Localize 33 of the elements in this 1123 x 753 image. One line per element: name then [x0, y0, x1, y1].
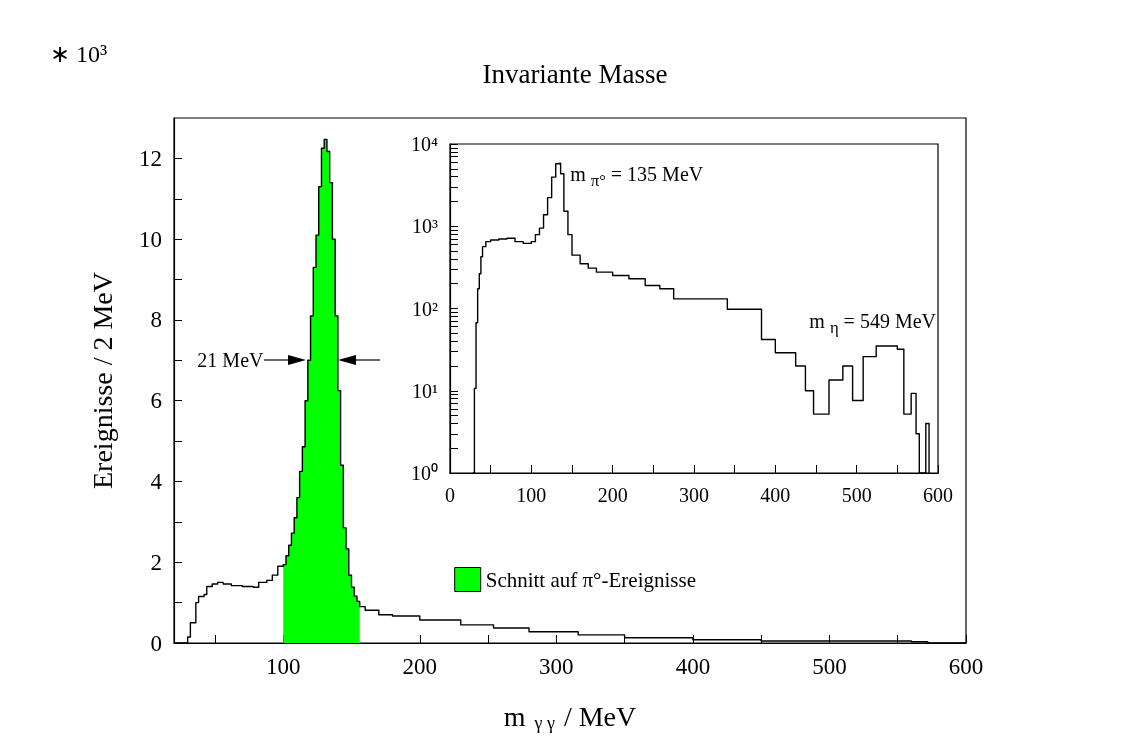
y-tick-label: 8 [150, 307, 162, 333]
y-tick-label: 10² [412, 297, 438, 320]
y-tick-label: 10⁰ [411, 462, 438, 484]
x-tick-label: 300 [679, 484, 709, 506]
x-tick-label: 600 [948, 654, 984, 679]
x-tick-label: 500 [812, 654, 847, 679]
y-tick-label: 12 [139, 145, 162, 171]
y-tick-label: 10⁴ [411, 133, 439, 155]
annotation: 21 MeV [197, 349, 264, 372]
legend-label: Schnitt auf π°-Ereignisse [485, 567, 696, 592]
x-tick-label: 300 [539, 654, 574, 679]
y-tick-label: 0 [150, 630, 162, 656]
y-axis-title: Ereignisse / 2 MeV [86, 272, 118, 489]
x-tick-label: 500 [841, 484, 872, 506]
x-tick-label: 400 [760, 484, 791, 506]
text: ∗ 10³ [50, 41, 108, 67]
y-tick-label: 4 [150, 468, 163, 494]
annotation: m $_{η}$ = 549 MeV [809, 310, 936, 338]
y-tick-label: 10 [139, 226, 162, 252]
x-tick-label: 200 [402, 654, 438, 679]
x-tick-label: 600 [923, 484, 953, 506]
x-tick-label: 0 [445, 484, 455, 506]
y-tick-label: 10³ [412, 215, 438, 238]
x-tick-label: 400 [675, 654, 711, 679]
chart-title: Invariante Masse [482, 58, 668, 89]
y-tick-label: 6 [150, 388, 162, 414]
y-tick-label: 10¹ [412, 379, 438, 402]
y-tick-label: 2 [150, 549, 162, 575]
x-axis-title: m γ γ / MeV [503, 700, 637, 733]
annotation: m $_{π°}$ = 135 MeV [570, 163, 704, 191]
x-tick-label: 100 [516, 484, 547, 506]
x-tick-label: 100 [265, 654, 301, 679]
x-tick-label: 200 [597, 484, 628, 506]
